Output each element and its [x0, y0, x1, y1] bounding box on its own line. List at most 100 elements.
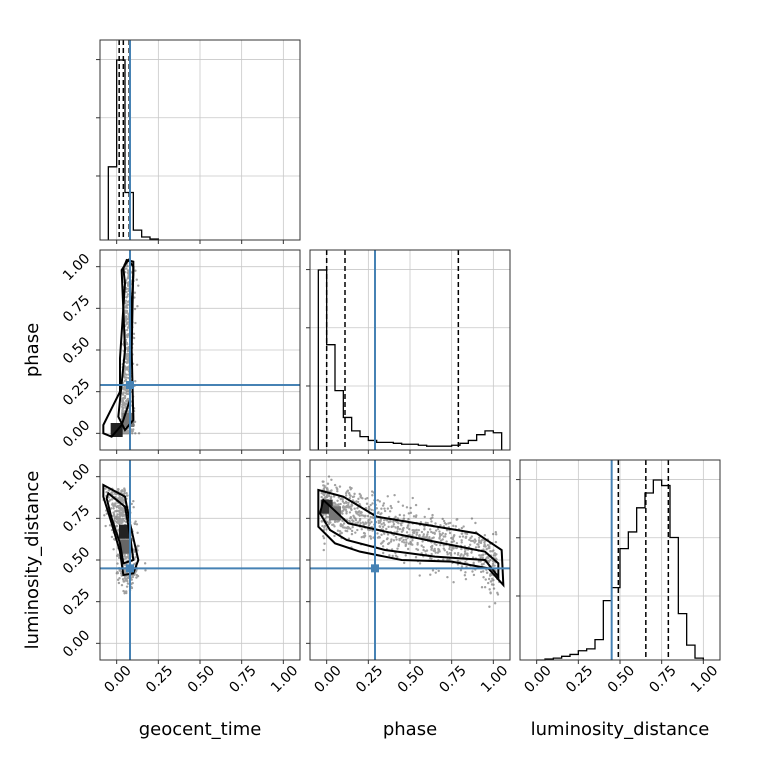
x-tick-label: 0.25: [143, 663, 176, 696]
sample-point: [406, 547, 410, 551]
sample-point: [470, 535, 474, 538]
sample-point: [423, 527, 426, 531]
sample-point: [321, 535, 325, 538]
sample-point: [103, 514, 106, 517]
sample-point: [123, 489, 127, 492]
x-axis-label: phase: [383, 719, 437, 740]
sample-point: [116, 513, 119, 516]
sample-point: [477, 539, 481, 542]
sample-point: [398, 537, 401, 541]
sample-point: [126, 326, 130, 329]
sample-point: [144, 569, 147, 572]
sample-point: [382, 551, 385, 555]
sample-point: [448, 531, 452, 535]
sample-point: [454, 525, 458, 528]
sample-point: [371, 494, 374, 497]
sample-point: [401, 504, 405, 507]
y-axis-label: luminosity_distance: [22, 471, 43, 650]
sample-point: [347, 503, 350, 507]
sample-point: [401, 529, 405, 532]
sample-point: [356, 506, 359, 510]
sample-point: [420, 544, 423, 547]
sample-point: [424, 536, 428, 539]
sample-point: [435, 543, 438, 547]
sample-point: [464, 571, 467, 574]
sample-point: [104, 487, 107, 490]
sample-point: [136, 531, 139, 535]
sample-point: [110, 507, 113, 510]
sample-point: [421, 540, 424, 543]
sample-point: [405, 531, 409, 534]
sample-point: [434, 571, 437, 574]
sample-point: [116, 570, 119, 574]
sample-point: [340, 510, 344, 513]
sample-point: [468, 543, 472, 546]
sample-point: [369, 515, 372, 519]
sample-point: [447, 522, 450, 525]
sample-point: [125, 322, 128, 326]
sample-point: [455, 546, 458, 550]
sample-point: [433, 531, 436, 535]
sample-point: [351, 525, 354, 529]
sample-point: [334, 502, 337, 506]
sample-point: [360, 536, 363, 539]
sample-point: [444, 522, 448, 526]
sample-point: [448, 552, 451, 555]
sample-point: [394, 535, 398, 539]
sample-point: [124, 366, 128, 370]
sample-point: [387, 525, 390, 529]
sample-point: [125, 591, 128, 595]
sample-point: [404, 554, 407, 557]
sample-point: [385, 527, 388, 531]
sample-point: [107, 488, 110, 492]
sample-point: [493, 554, 497, 557]
sample-point: [125, 494, 128, 497]
sample-point: [121, 397, 124, 400]
sample-point: [464, 532, 467, 535]
sample-point: [379, 519, 382, 523]
sample-point: [482, 548, 485, 551]
sample-point: [462, 525, 465, 528]
sample-point: [423, 525, 426, 528]
sample-point: [464, 536, 467, 539]
sample-point: [489, 558, 492, 562]
sample-point: [376, 511, 380, 515]
sample-point: [363, 515, 366, 518]
sample-point: [120, 511, 124, 514]
sample-point: [108, 500, 111, 503]
sample-point: [449, 553, 453, 557]
sample-point: [474, 546, 478, 549]
sample-point: [126, 335, 129, 339]
sample-point: [396, 555, 399, 559]
sample-point: [349, 517, 352, 520]
sample-point: [134, 321, 137, 325]
sample-point: [461, 535, 465, 538]
sample-point: [416, 541, 419, 545]
sample-point: [135, 363, 139, 366]
sample-point: [124, 334, 128, 337]
sample-point: [355, 500, 358, 503]
sample-point: [388, 510, 392, 513]
sample-point: [357, 497, 360, 501]
sample-point: [378, 500, 382, 503]
sample-point: [424, 550, 427, 553]
sample-point: [387, 520, 390, 524]
sample-point: [124, 357, 128, 360]
sample-point: [135, 278, 138, 281]
sample-point: [347, 501, 350, 504]
sample-point: [333, 483, 337, 487]
sample-point: [422, 548, 425, 552]
sample-point: [118, 577, 121, 580]
sample-point: [342, 505, 345, 508]
sample-point: [407, 517, 410, 521]
sample-point: [376, 499, 380, 502]
sample-point: [133, 291, 137, 294]
histogram-luminosity_distance: [536, 479, 704, 661]
sample-point: [422, 545, 425, 549]
sample-point: [431, 544, 434, 548]
sample-point: [471, 539, 475, 543]
sample-point: [412, 515, 416, 518]
sample-point: [369, 537, 373, 540]
sample-point: [444, 532, 447, 536]
sample-point: [427, 507, 431, 511]
